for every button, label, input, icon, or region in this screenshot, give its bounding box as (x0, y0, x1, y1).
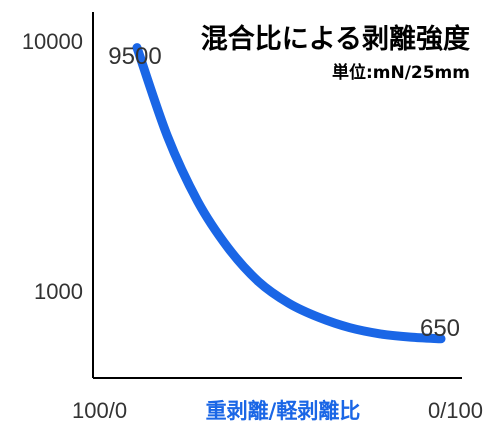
series-line (132, 43, 446, 344)
chart-subtitle: 単位:mN/25mm (332, 62, 470, 83)
y-tick-label-10000: 10000 (22, 29, 83, 54)
data-label-start: 9500 (108, 43, 161, 70)
x-axis-label: 重剥離/軽剥離比 (206, 399, 361, 423)
x-tick-label-right: 0/100 (428, 398, 483, 423)
y-tick-label-1000: 1000 (34, 279, 83, 304)
chart-title: 混合比による剥離強度 (201, 23, 470, 55)
data-label-end: 650 (420, 315, 460, 342)
x-tick-label-left: 100/0 (72, 398, 127, 423)
